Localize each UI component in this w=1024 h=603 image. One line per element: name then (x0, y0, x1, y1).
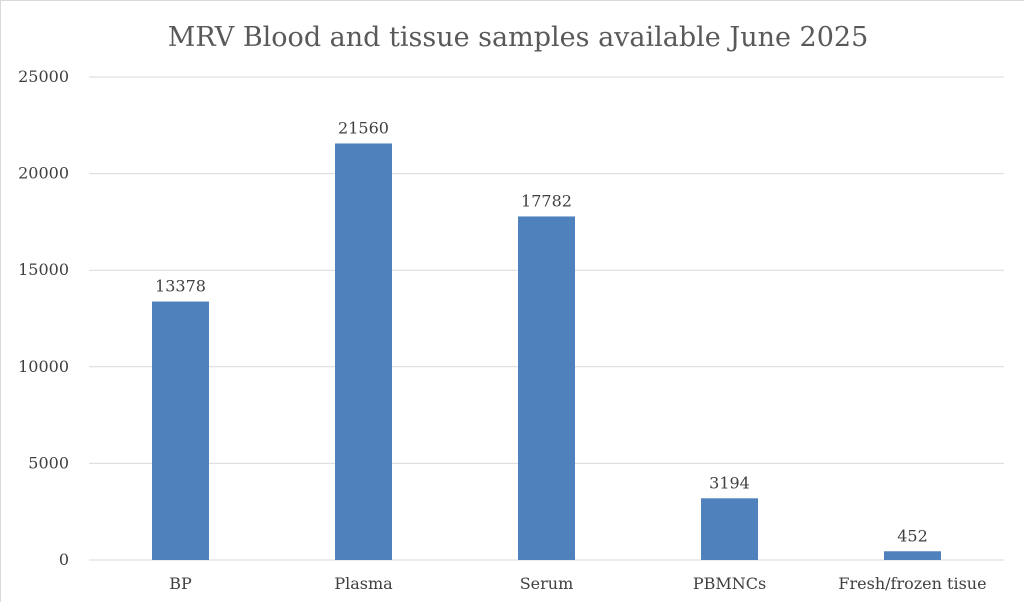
y-tick-label: 15000 (18, 260, 69, 279)
data-labels: 13378 21560 17782 3194 452 (155, 118, 928, 545)
bar (152, 301, 209, 560)
y-tick-label: 5000 (28, 453, 69, 472)
bar-data-label: 17782 (521, 191, 572, 210)
x-category-label: BP (169, 574, 192, 593)
chart-title: MRV Blood and tissue samples available J… (168, 22, 869, 53)
x-axis: BP Plasma Serum PBMNCs Fresh/frozen tisue (169, 574, 986, 593)
y-tick-label: 10000 (18, 357, 69, 376)
x-category-label: PBMNCs (693, 574, 766, 593)
x-category-label: Fresh/frozen tisue (838, 574, 986, 593)
bar-data-label: 21560 (338, 118, 389, 137)
bar (884, 551, 941, 560)
x-category-label: Plasma (334, 574, 393, 593)
y-tick-label: 0 (59, 550, 69, 569)
x-category-label: Serum (520, 574, 574, 593)
bar (335, 143, 392, 560)
bar (518, 216, 575, 560)
bar-data-label: 452 (897, 526, 928, 545)
y-axis: 0 5000 10000 15000 20000 25000 (18, 67, 69, 569)
bar-data-label: 3194 (709, 473, 750, 492)
bar-data-label: 13378 (155, 277, 206, 296)
y-tick-label: 20000 (18, 164, 69, 183)
bars (152, 143, 941, 560)
bar (701, 498, 758, 560)
y-tick-label: 25000 (18, 67, 69, 86)
